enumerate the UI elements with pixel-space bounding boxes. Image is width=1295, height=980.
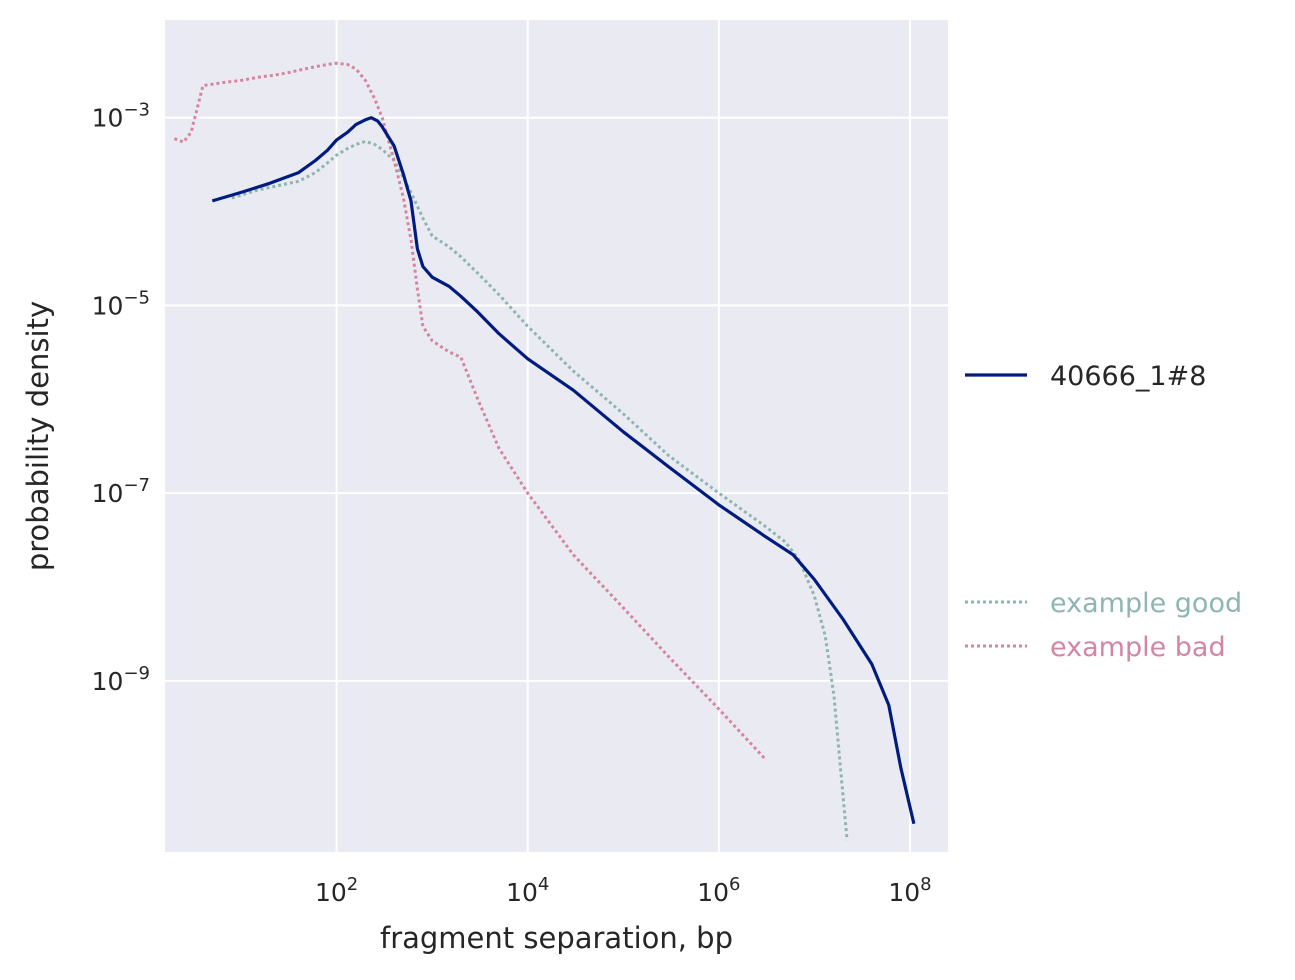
- x-tick-exponent: 8: [920, 874, 931, 895]
- y-tick-base: 10: [92, 667, 124, 696]
- grid: [165, 20, 948, 852]
- y-tick-label: 10−3: [92, 100, 150, 133]
- x-tick-exponent: 6: [729, 874, 740, 895]
- y-tick-exponent: −5: [123, 287, 150, 308]
- y-tick-exponent: −3: [123, 100, 150, 121]
- x-tick-label: 102: [315, 874, 358, 907]
- y-tick-label: 10−5: [92, 287, 150, 320]
- series-layer: [173, 61, 916, 841]
- x-tick-base: 10: [888, 878, 920, 907]
- legend-label: example good: [1050, 588, 1242, 619]
- y-tick-exponent: −9: [123, 663, 150, 684]
- x-tick-exponent: 2: [347, 874, 358, 895]
- y-tick-base: 10: [92, 479, 124, 508]
- series-line-40666-1-8: [211, 116, 916, 825]
- series-line-example-good: [231, 139, 849, 841]
- y-tick-base: 10: [92, 291, 124, 320]
- x-tick-exponent: 4: [538, 874, 549, 895]
- x-tick-label: 104: [506, 874, 549, 907]
- y-tick-base: 10: [92, 104, 124, 133]
- plot-background: [165, 20, 948, 852]
- x-tick-base: 10: [697, 878, 729, 907]
- x-tick-label: 106: [697, 874, 740, 907]
- x-tick-base: 10: [506, 878, 538, 907]
- y-tick-exponent: −7: [123, 475, 150, 496]
- y-tick-label: 10−9: [92, 663, 150, 696]
- legend-label: 40666_1#8: [1050, 361, 1206, 392]
- y-axis-label: probability density: [21, 301, 55, 571]
- legend-label: example bad: [1050, 632, 1226, 663]
- series-line-example-bad: [173, 61, 766, 760]
- x-tick-label: 108: [888, 874, 931, 907]
- x-tick-base: 10: [315, 878, 347, 907]
- x-axis-label: fragment separation, bp: [380, 921, 733, 955]
- y-tick-label: 10−7: [92, 475, 150, 508]
